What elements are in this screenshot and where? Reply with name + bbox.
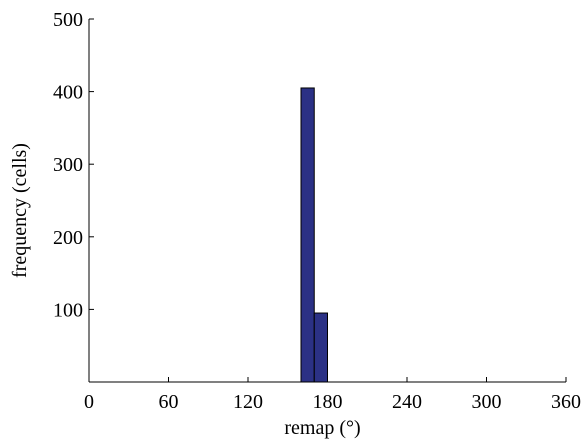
x-tick-label-300: 300 [472, 391, 502, 413]
bars-layer [300, 87, 328, 383]
y-ticks: 100 200 300 400 500 [53, 9, 94, 321]
x-tick-label-60: 60 [159, 391, 179, 413]
x-tick-label-180: 180 [313, 391, 343, 413]
y-tick-label-300: 300 [53, 154, 83, 176]
x-tick-label-0: 0 [84, 391, 94, 413]
histogram-bar-0 [300, 87, 315, 383]
y-tick-label-500: 500 [53, 9, 83, 31]
y-tick-label-400: 400 [53, 82, 83, 104]
y-tick-label-100: 100 [53, 299, 83, 321]
x-tick-label-120: 120 [233, 391, 263, 413]
x-ticks: 0 60 120 180 240 300 360 [84, 377, 581, 413]
x-tick-label-240: 240 [392, 391, 422, 413]
histogram-bar-1 [313, 312, 328, 383]
x-tick-label-360: 360 [551, 391, 581, 413]
y-tick-label-200: 200 [53, 227, 83, 249]
x-axis-label: remap (°) [284, 417, 360, 439]
y-axis-label: frequency (cells) [9, 143, 31, 278]
